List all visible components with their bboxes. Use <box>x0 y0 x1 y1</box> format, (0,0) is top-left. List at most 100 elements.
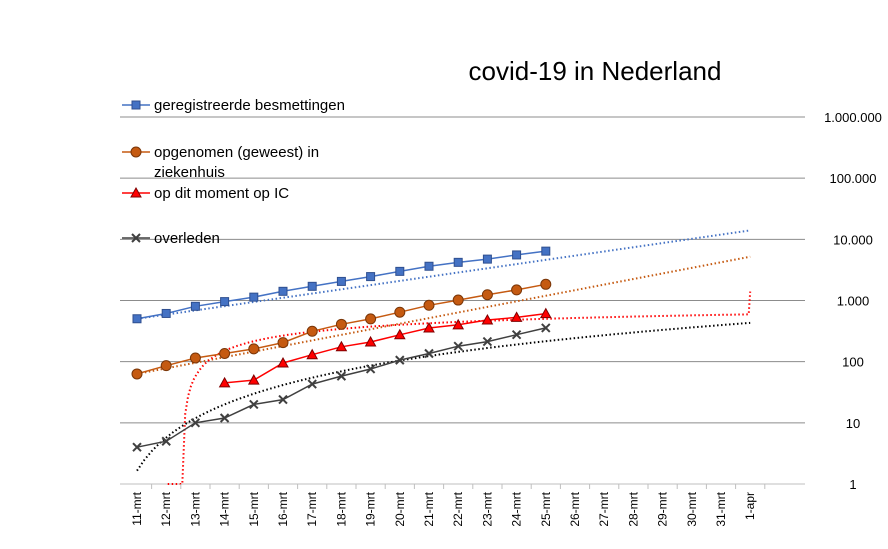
y-tick-label: 10.000 <box>833 232 873 247</box>
y-tick-label: 10 <box>846 416 860 431</box>
legend-item: op dit moment op IC <box>122 185 289 202</box>
data-point <box>161 308 171 318</box>
data-point <box>452 294 464 306</box>
x-tick-label: 25-mrt <box>539 491 553 526</box>
series-lines <box>131 246 552 452</box>
x-tick-label: 30-mrt <box>685 491 699 526</box>
data-point <box>277 337 289 349</box>
data-point <box>132 314 142 324</box>
marker-stroke <box>161 436 171 446</box>
data-point <box>190 418 201 428</box>
trendline-4 <box>136 321 751 472</box>
data-point <box>511 284 523 296</box>
series-4 <box>132 323 551 452</box>
legend-label: opgenomen (geweest) in <box>154 144 319 161</box>
data-point <box>306 348 319 360</box>
data-point <box>482 254 492 264</box>
legend-marker <box>130 146 142 158</box>
series-1 <box>132 246 551 324</box>
x-tick-label: 11-mrt <box>130 491 144 525</box>
data-point <box>131 368 143 380</box>
series-3 <box>218 307 552 388</box>
x-tick-label: 21-mrt <box>422 491 436 526</box>
marker-stroke <box>190 418 201 428</box>
data-point <box>395 355 405 365</box>
data-point <box>220 297 230 307</box>
data-point <box>247 374 260 385</box>
trendline-1 <box>136 229 751 320</box>
data-point <box>336 371 347 381</box>
marker-stroke <box>365 364 376 374</box>
data-point <box>424 348 434 359</box>
x-tick-label: 27-mrt <box>597 491 611 526</box>
data-point <box>132 442 142 452</box>
data-point <box>335 340 348 352</box>
x-tick-label: 22-mrt <box>451 491 465 526</box>
data-point <box>452 318 465 330</box>
data-point <box>395 266 405 276</box>
marker-stroke <box>219 413 230 423</box>
legend-label: geregistreerde besmettingen <box>154 97 345 114</box>
data-point <box>219 413 230 423</box>
x-tick-label: 12-mrt <box>159 491 173 526</box>
data-point <box>364 335 377 347</box>
data-point <box>160 360 172 372</box>
x-tick-label: 24-mrt <box>510 491 524 526</box>
data-point <box>453 257 463 267</box>
data-point <box>277 356 289 368</box>
x-tick-label: 15-mrt <box>247 491 261 526</box>
legend-label: overleden <box>154 230 220 247</box>
data-point <box>336 276 346 286</box>
x-tick-label: 16-mrt <box>276 491 290 526</box>
x-tick-label: 18-mrt <box>334 491 348 526</box>
marker-stroke <box>249 399 259 410</box>
legend-marker <box>131 100 141 110</box>
data-point <box>365 364 376 374</box>
data-point <box>424 261 434 271</box>
marker-stroke <box>541 323 551 333</box>
chart-title: covid-19 in Nederland <box>469 56 722 86</box>
data-point <box>510 311 523 322</box>
marker-stroke <box>511 329 522 340</box>
data-point <box>306 325 318 337</box>
x-tick-label: 28-mrt <box>626 491 640 526</box>
y-tick-labels: 1 10 100 1.000 10.000 100.000 1.000.000 <box>824 110 882 492</box>
x-tick-label: 1-apr <box>743 492 757 520</box>
y-tick-label: 1.000 <box>837 294 870 309</box>
legend-marker <box>131 233 141 243</box>
data-point <box>453 341 463 351</box>
data-point <box>393 328 406 340</box>
marker-stroke <box>336 371 347 381</box>
marker-stroke <box>453 341 463 351</box>
data-point <box>190 301 200 311</box>
data-point <box>481 313 494 325</box>
marker-stroke <box>278 394 288 405</box>
data-point <box>481 289 493 301</box>
data-point <box>248 343 260 355</box>
x-tick-label: 14-mrt <box>218 491 232 526</box>
x-tick-label: 19-mrt <box>364 491 378 526</box>
legend-marker <box>130 186 142 198</box>
trendlines <box>136 229 752 485</box>
x-tick-label: 29-mrt <box>656 491 670 526</box>
data-point <box>218 376 231 388</box>
series-2 <box>131 278 552 380</box>
data-point <box>189 352 201 364</box>
x-tick-label: 13-mrt <box>188 491 202 526</box>
x-tick-label: 26-mrt <box>568 491 582 526</box>
data-point <box>335 318 347 330</box>
marker-stroke <box>395 355 405 365</box>
legend: geregistreerde besmettingen opgenomen (ge… <box>122 97 345 247</box>
data-point <box>219 347 231 359</box>
legend-item: overleden <box>122 230 220 247</box>
x-tick-labels: 11-mrt 12-mrt 13-mrt 14-mrt 15-mrt 16-mrt 17-m… <box>130 484 766 527</box>
y-tick-label: 1.000.000 <box>824 110 882 125</box>
y-tick-label: 100.000 <box>830 171 877 186</box>
data-point <box>366 272 376 282</box>
legend-label: op dit moment op IC <box>154 185 289 202</box>
x-tick-label: 17-mrt <box>305 491 319 526</box>
data-point <box>539 307 552 319</box>
legend-item: opgenomen (geweest) in ziekenhuis <box>122 144 319 181</box>
data-point <box>307 281 317 291</box>
